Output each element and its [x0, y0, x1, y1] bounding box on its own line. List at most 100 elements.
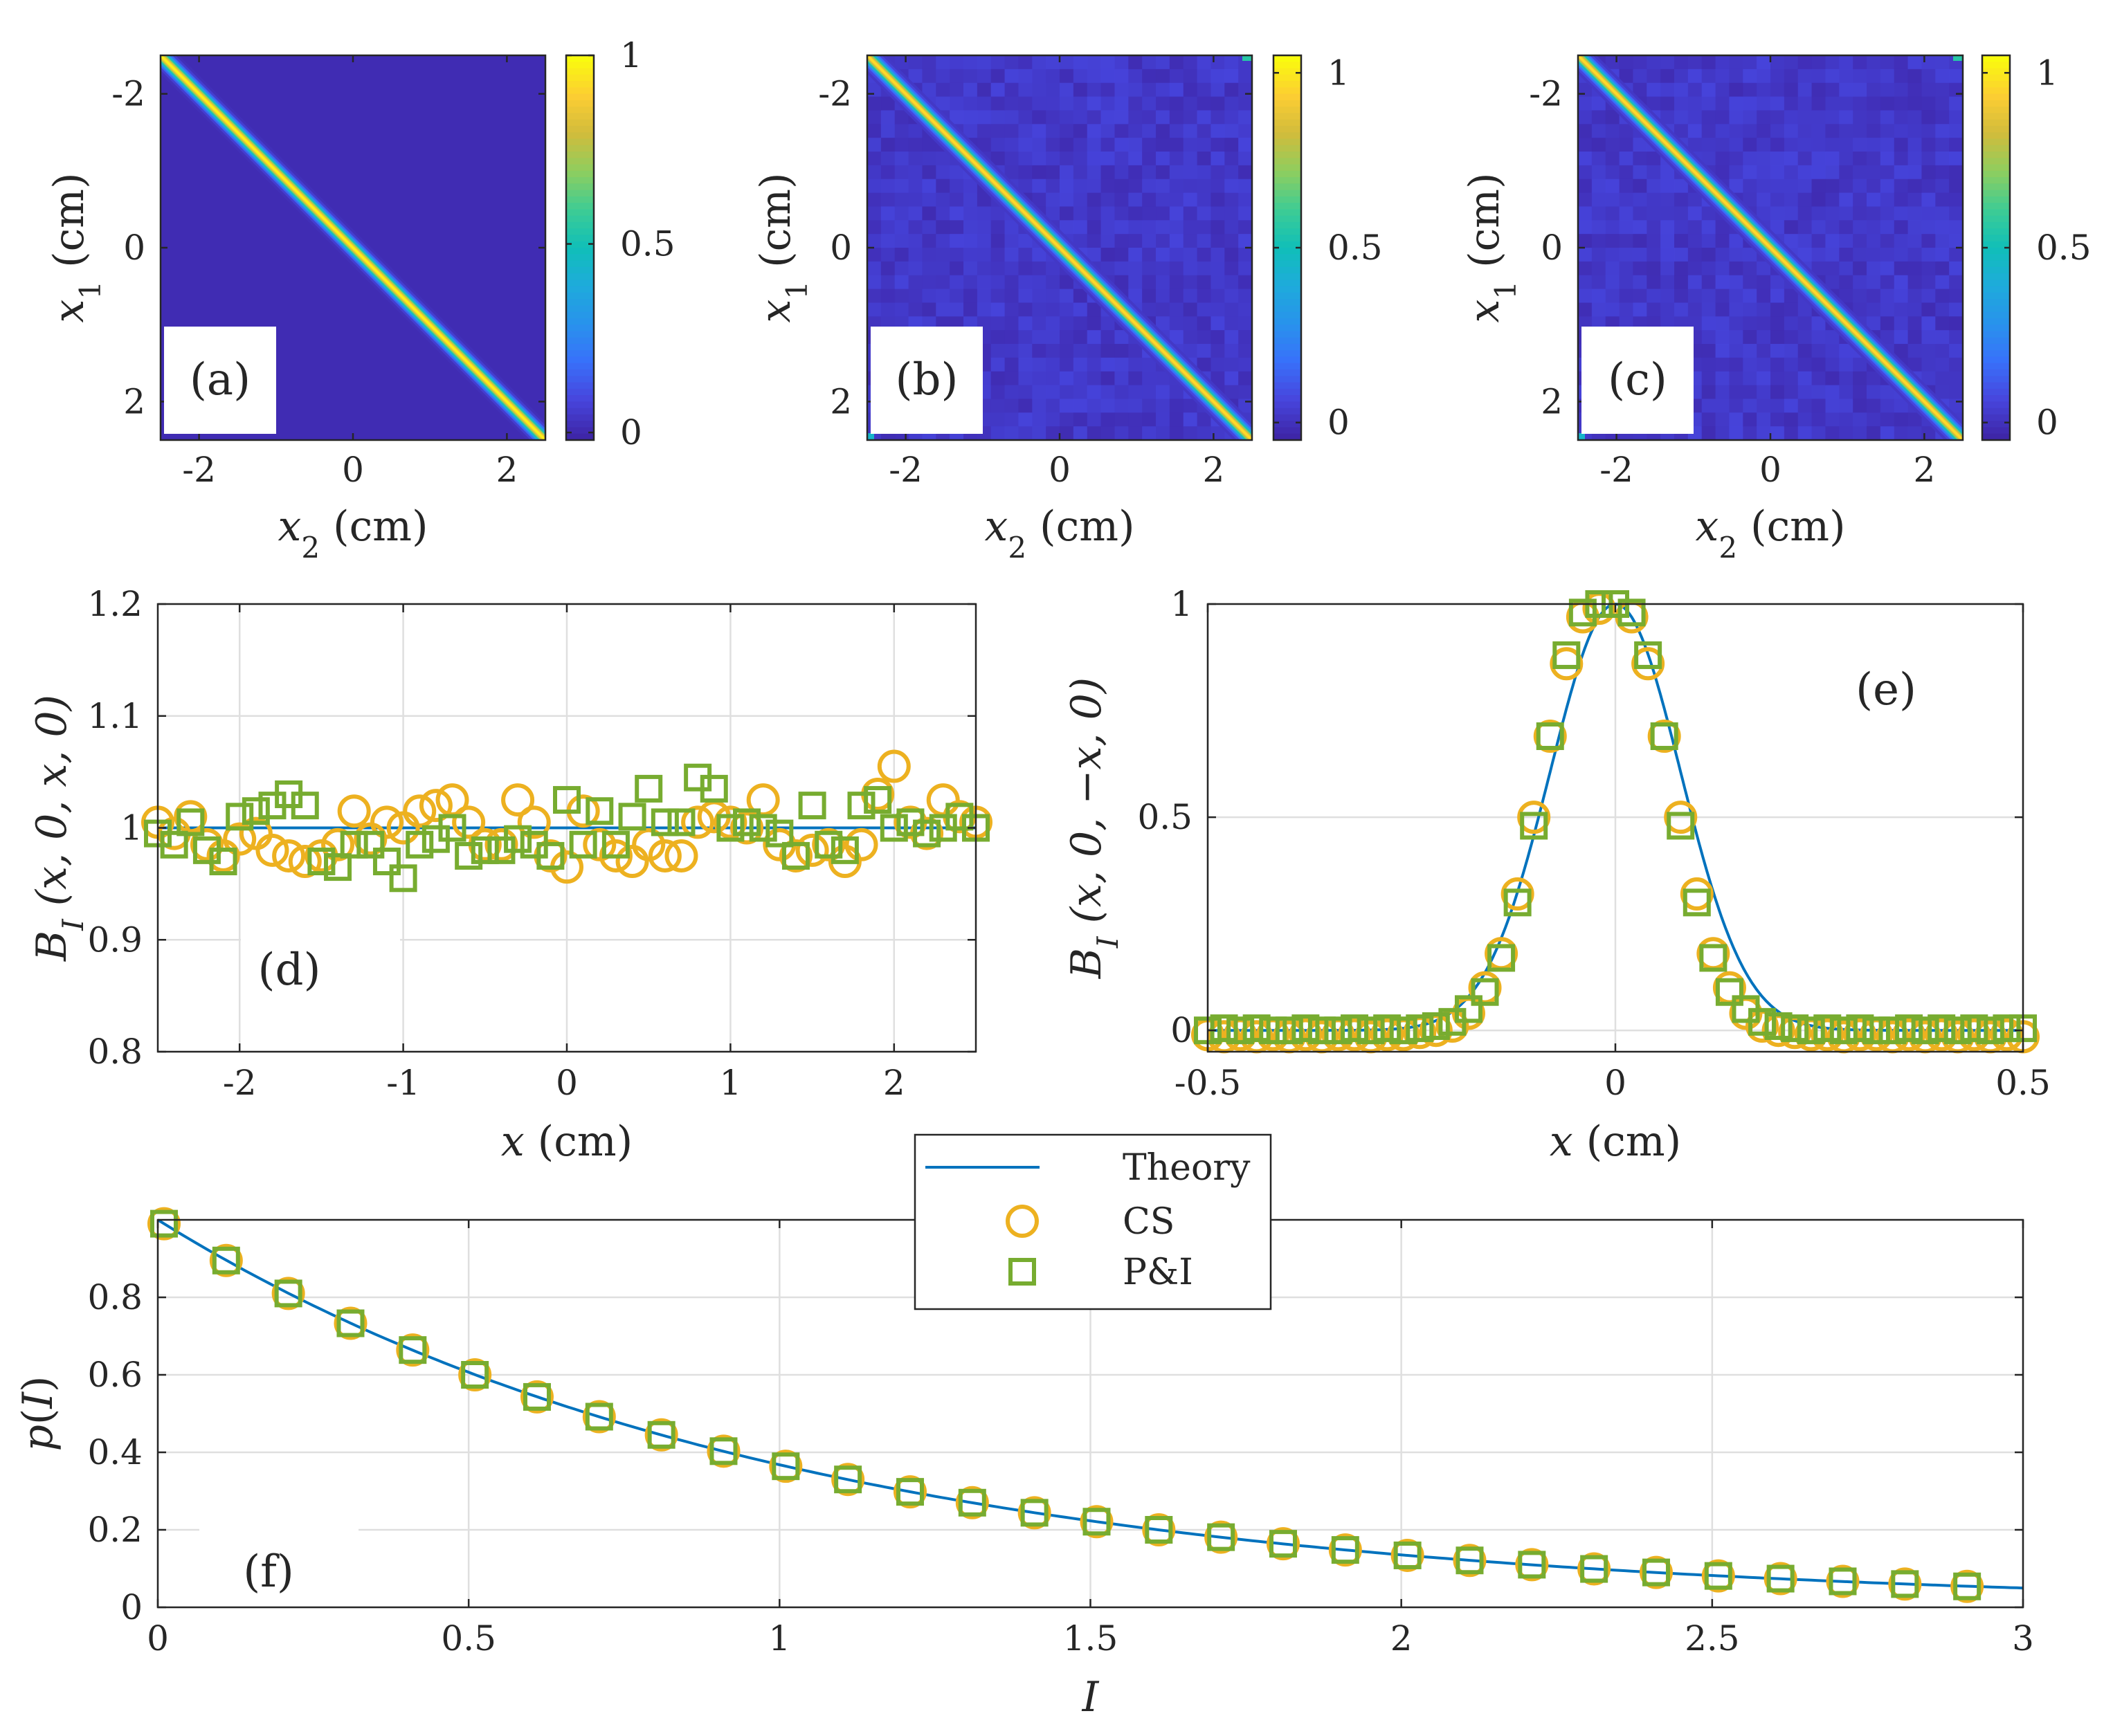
heatmap-noise-cell — [1687, 82, 1703, 98]
y-axis-label-part: B — [1062, 948, 1111, 979]
heatmap-noise-cell — [950, 261, 964, 276]
pi-marker — [1291, 1014, 1320, 1043]
heatmap-noise-cell — [1156, 426, 1170, 441]
panel-label-box — [164, 327, 276, 434]
pi-marker — [149, 1209, 178, 1238]
heatmap-noise-cell — [1087, 220, 1102, 235]
pi-marker — [749, 814, 777, 842]
heatmap-noise-cell — [894, 165, 909, 180]
heatmap-noise-cell — [1687, 138, 1703, 152]
heatmap-noise-cell — [1701, 385, 1716, 400]
heatmap-noise-cell — [1578, 110, 1593, 125]
heatmap-noise-cell — [1867, 96, 1881, 111]
pi-marker — [798, 792, 826, 820]
heatmap-noise-cell — [1660, 110, 1675, 125]
heatmap-noise-cell — [1674, 96, 1689, 111]
colorbar-segment — [1982, 369, 2010, 377]
heatmap-noise-cell — [1197, 330, 1212, 345]
colorbar-segment — [1273, 113, 1301, 120]
heatmap-noise-cell — [1633, 82, 1647, 98]
cs-marker — [1950, 1569, 1984, 1603]
heatmap-noise-cell — [867, 220, 882, 235]
heatmap-noise-cell — [1757, 261, 1771, 276]
heatmap-noise-cell — [1853, 234, 1867, 248]
cs-marker — [1142, 1513, 1176, 1546]
heatmap-noise-cell — [1797, 165, 1813, 180]
heatmap-noise-cell — [1605, 248, 1620, 262]
heatmap-noise-cell — [880, 124, 896, 138]
heatmap-noise-cell — [1018, 82, 1033, 98]
heatmap-noise-cell — [1880, 55, 1895, 70]
heatmap-noise-cell — [990, 399, 1006, 413]
heatmap-noise-cell — [1060, 165, 1074, 180]
cs-marker — [844, 828, 878, 861]
pi-marker — [1781, 1014, 1809, 1043]
cs-marker — [632, 828, 666, 861]
heatmap-noise-cell — [1018, 412, 1033, 427]
heatmap-noise-cell — [1701, 152, 1716, 166]
heatmap-noise-cell — [1811, 248, 1826, 262]
heatmap-noise-cell — [922, 152, 936, 166]
heatmap-noise-cell — [1839, 124, 1853, 138]
heatmap-noise-cell — [1073, 68, 1088, 84]
heatmap-noise-cell — [908, 165, 923, 180]
heatmap-noise-cell — [1018, 371, 1033, 386]
heatmap-noise-cell — [1156, 55, 1170, 70]
cs-marker — [1338, 1018, 1372, 1052]
heatmap-noise-cell — [1825, 82, 1840, 98]
colorbar-segment — [1273, 107, 1301, 114]
heatmap-noise-cell — [1811, 316, 1826, 331]
heatmap-noise-cell — [1853, 220, 1867, 235]
colorbar-segment — [1273, 427, 1301, 435]
heatmap-noise-cell — [1100, 261, 1116, 276]
heatmap-noise-cell — [1210, 152, 1225, 166]
heatmap-noise-cell — [1591, 110, 1606, 125]
heatmap-noise-cell — [1880, 138, 1895, 152]
heatmap-noise-cell — [867, 152, 882, 166]
heatmap-noise-cell — [1087, 55, 1102, 70]
heatmap-noise-cell — [1114, 110, 1129, 125]
y-tick-label: 0 — [123, 228, 145, 268]
heatmap-noise-cell — [894, 289, 909, 304]
heatmap-noise-cell — [1210, 110, 1225, 125]
pi-marker — [1580, 1555, 1608, 1583]
heatmap-noise-cell — [894, 179, 909, 194]
cs-marker — [1500, 877, 1534, 911]
heatmap-noise-cell — [1743, 412, 1757, 427]
heatmap-noise-cell — [1238, 179, 1253, 194]
cs-marker — [1843, 1018, 1877, 1052]
heatmap-noise-cell — [1784, 68, 1799, 84]
heatmap-noise-cell — [1894, 220, 1909, 235]
heatmap-noise-cell — [1757, 275, 1771, 290]
heatmap-noise-cell — [963, 234, 978, 248]
heatmap-noise-cell — [1701, 357, 1716, 372]
panel-b: -2 0 2-202 (b)x2 (cm)x1 (cm)00.51 — [752, 53, 1383, 564]
colorbar-segment — [566, 158, 594, 165]
heatmap-noise-cell — [1619, 289, 1634, 304]
heatmap-noise-cell — [1591, 261, 1606, 276]
colorbar-segment — [1273, 401, 1301, 409]
heatmap-noise-cell — [1210, 192, 1225, 208]
heatmap-noise-cell — [1825, 206, 1840, 221]
heatmap-noise-cell — [1128, 357, 1143, 372]
heatmap-noise-cell — [1894, 316, 1909, 331]
heatmap-noise-cell — [1811, 206, 1826, 221]
heatmap-noise-cell — [1060, 110, 1074, 125]
heatmap-noise-cell — [1674, 68, 1689, 84]
heatmap-noise-cell — [1156, 179, 1170, 194]
heatmap-noise-cell — [1949, 124, 1964, 138]
colorbar-segment — [1273, 164, 1301, 172]
heatmap-noise-cell — [1770, 330, 1785, 345]
colorbar-tick-label: 1 — [2036, 53, 2058, 93]
cs-marker — [1017, 1496, 1051, 1530]
heatmap-noise-cell — [1715, 234, 1730, 248]
heatmap-noise-cell — [1578, 96, 1593, 111]
heatmap-noise-cell — [1729, 124, 1743, 138]
heatmap-noise-cell — [867, 206, 882, 221]
heatmap-noise-cell — [1619, 275, 1634, 290]
heatmap-noise-cell — [1183, 165, 1198, 180]
heatmap-noise-cell — [1197, 220, 1212, 235]
heatmap-noise-cell — [1770, 82, 1785, 98]
heatmap-noise-cell — [1073, 399, 1088, 413]
heatmap-noise-cell — [1729, 96, 1743, 111]
